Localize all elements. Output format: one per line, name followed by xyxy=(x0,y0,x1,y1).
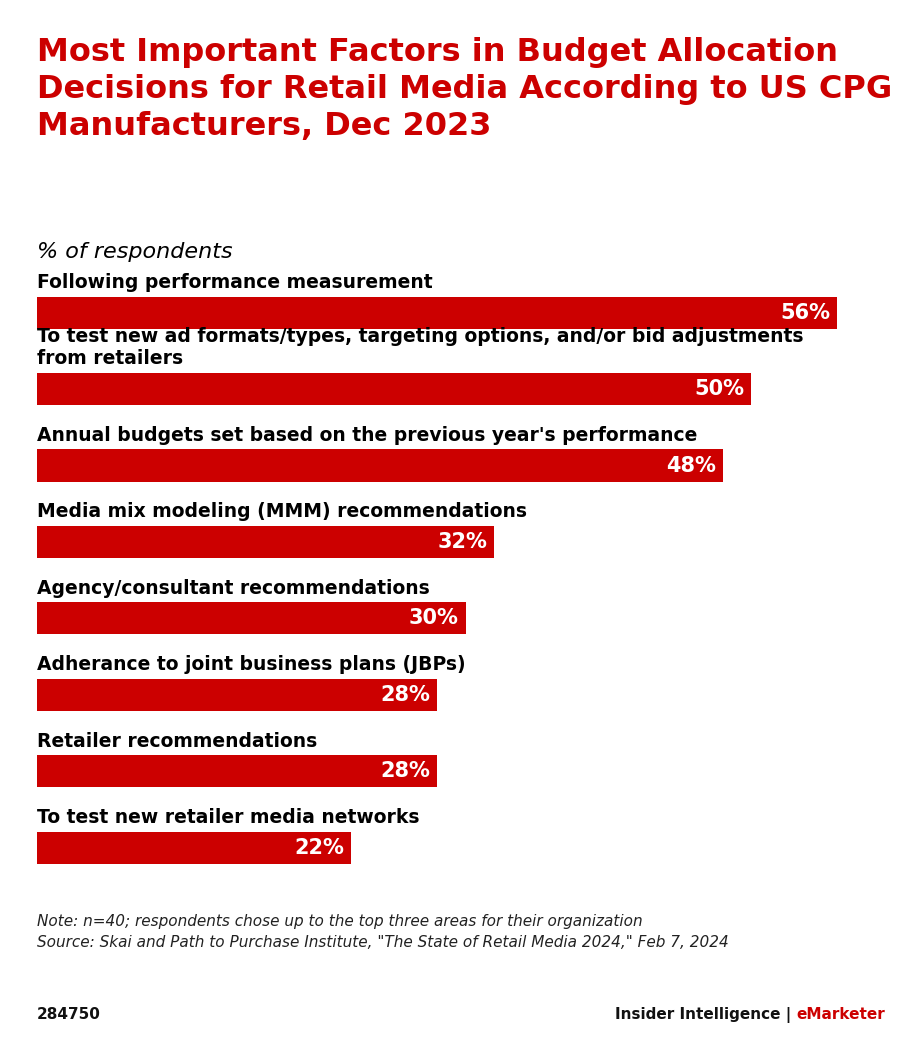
Text: 50%: 50% xyxy=(694,379,744,399)
Bar xyxy=(37,525,494,558)
Text: 32%: 32% xyxy=(437,532,487,552)
Bar xyxy=(37,679,437,711)
Text: To test new retailer media networks: To test new retailer media networks xyxy=(37,808,420,827)
Text: Retailer recommendations: Retailer recommendations xyxy=(37,732,317,751)
Text: Most Important Factors in Budget Allocation
Decisions for Retail Media According: Most Important Factors in Budget Allocat… xyxy=(37,37,892,142)
Text: 56%: 56% xyxy=(780,302,830,322)
Text: eMarketer: eMarketer xyxy=(797,1007,885,1021)
Bar xyxy=(37,602,466,635)
Bar xyxy=(37,832,351,863)
Text: To test new ad formats/types, targeting options, and/or bid adjustments
from ret: To test new ad formats/types, targeting … xyxy=(37,327,803,369)
Text: Media mix modeling (MMM) recommendations: Media mix modeling (MMM) recommendations xyxy=(37,502,526,521)
Bar xyxy=(37,297,837,329)
Text: Note: n=40; respondents chose up to the top three areas for their organization
S: Note: n=40; respondents chose up to the … xyxy=(37,914,728,950)
Bar xyxy=(37,373,751,405)
Bar xyxy=(37,755,437,788)
Text: Insider Intelligence |: Insider Intelligence | xyxy=(615,1007,797,1022)
Text: 22%: 22% xyxy=(294,838,344,858)
Bar xyxy=(37,450,723,481)
Text: Agency/consultant recommendations: Agency/consultant recommendations xyxy=(37,579,430,598)
Text: 284750: 284750 xyxy=(37,1007,100,1021)
Text: Annual budgets set based on the previous year's performance: Annual budgets set based on the previous… xyxy=(37,425,697,445)
Text: % of respondents: % of respondents xyxy=(37,242,232,262)
Text: Adherance to joint business plans (JBPs): Adherance to joint business plans (JBPs) xyxy=(37,655,466,674)
Text: 28%: 28% xyxy=(380,684,430,704)
Text: 30%: 30% xyxy=(408,609,458,629)
Text: 28%: 28% xyxy=(380,761,430,781)
Text: 48%: 48% xyxy=(666,456,715,476)
Text: Following performance measurement: Following performance measurement xyxy=(37,273,432,292)
